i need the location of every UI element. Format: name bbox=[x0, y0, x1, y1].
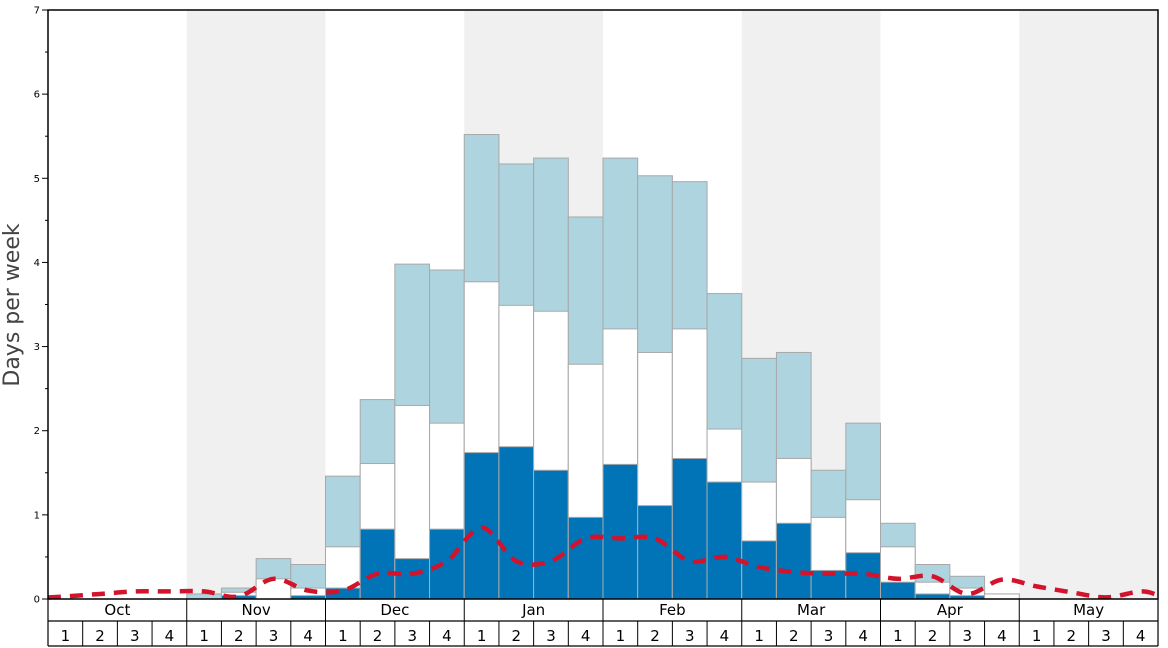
y-tick-label: 4 bbox=[34, 258, 40, 269]
week-label: 1 bbox=[338, 627, 348, 645]
bar-dark bbox=[637, 505, 673, 600]
week-label: 3 bbox=[130, 627, 140, 645]
week-label: 1 bbox=[616, 627, 626, 645]
y-tick-label: 0 bbox=[34, 595, 40, 606]
week-label: 4 bbox=[1136, 627, 1146, 645]
y-tick-label: 7 bbox=[34, 6, 40, 17]
month-shade-nov bbox=[186, 10, 326, 599]
month-label: May bbox=[1073, 601, 1104, 619]
month-label: Jan bbox=[521, 601, 545, 619]
week-label: 4 bbox=[303, 627, 313, 645]
week-label: 2 bbox=[512, 627, 522, 645]
bar-dark bbox=[567, 516, 604, 600]
month-label: Oct bbox=[104, 601, 130, 619]
week-label: 2 bbox=[373, 627, 383, 645]
week-label: 4 bbox=[997, 627, 1007, 645]
bar-dark bbox=[394, 558, 431, 600]
average-line bbox=[47, 525, 1159, 600]
bar-dark bbox=[706, 481, 743, 600]
bar-dark bbox=[429, 528, 465, 600]
month-label: Dec bbox=[380, 601, 409, 619]
bar-dark bbox=[359, 528, 396, 600]
y-axis-label: Days per week bbox=[0, 223, 25, 386]
week-label: 2 bbox=[95, 627, 105, 645]
y-axis: 0 1 2 3 4 5 6 7 bbox=[34, 6, 48, 606]
y-tick-label: 3 bbox=[34, 342, 40, 353]
y-tick-label: 1 bbox=[34, 510, 40, 521]
week-label: 3 bbox=[685, 627, 695, 645]
week-label: 3 bbox=[269, 627, 279, 645]
bars-layer bbox=[186, 134, 1020, 600]
week-label: 3 bbox=[1101, 627, 1111, 645]
week-label: 1 bbox=[893, 627, 903, 645]
bar-mid bbox=[984, 593, 1020, 600]
week-label: 2 bbox=[234, 627, 244, 645]
bar-dark bbox=[602, 463, 639, 600]
week-label: 4 bbox=[720, 627, 730, 645]
y-tick-label: 6 bbox=[34, 90, 40, 101]
week-label: 1 bbox=[1032, 627, 1042, 645]
bar-dark bbox=[533, 469, 569, 600]
average-line-layer bbox=[47, 525, 1159, 600]
month-label: Mar bbox=[797, 601, 826, 619]
bar-dark bbox=[914, 593, 951, 600]
week-label: 1 bbox=[477, 627, 487, 645]
week-label: 3 bbox=[824, 627, 834, 645]
week-label: 4 bbox=[581, 627, 591, 645]
month-label: Apr bbox=[937, 601, 964, 619]
month-shade-may bbox=[1019, 10, 1158, 599]
y-tick-label: 5 bbox=[34, 174, 40, 185]
week-label: 3 bbox=[407, 627, 417, 645]
week-label: 2 bbox=[1067, 627, 1077, 645]
month-label: Feb bbox=[659, 601, 686, 619]
week-label: 1 bbox=[754, 627, 764, 645]
week-label: 2 bbox=[789, 627, 799, 645]
bar-dark bbox=[775, 522, 812, 600]
week-label: 4 bbox=[165, 627, 175, 645]
bar-dark bbox=[498, 446, 535, 600]
week-label: 4 bbox=[858, 627, 868, 645]
bar-dark bbox=[671, 457, 708, 600]
week-label: 2 bbox=[650, 627, 660, 645]
bar-dark bbox=[741, 540, 777, 600]
y-tick-label: 2 bbox=[34, 426, 40, 437]
bar-dark bbox=[880, 581, 916, 600]
week-label: 1 bbox=[199, 627, 209, 645]
bar-light bbox=[186, 593, 222, 600]
week-label: 2 bbox=[928, 627, 938, 645]
week-label: 4 bbox=[442, 627, 452, 645]
week-label: 3 bbox=[546, 627, 556, 645]
month-label: Nov bbox=[241, 601, 270, 619]
week-label: 3 bbox=[962, 627, 972, 645]
week-label: 1 bbox=[61, 627, 71, 645]
x-axis: Oct 1 2 3 4 Nov 1 2 3 4 Dec 1 2 3 4 Jan 1 2 3 4 Feb 1 2 3 4 Mar 1 2… bbox=[47, 599, 1159, 647]
